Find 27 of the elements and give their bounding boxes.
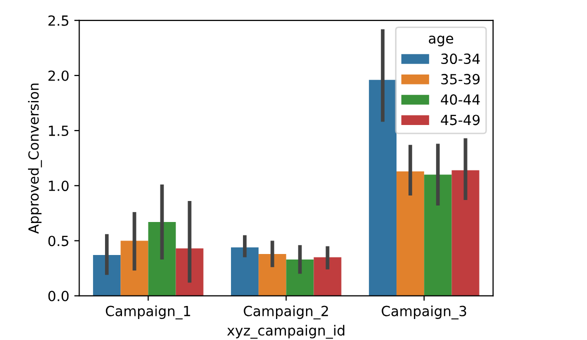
legend-label: 30-34 <box>441 54 480 64</box>
x-tick-label: Campaign_1 <box>106 306 190 320</box>
bar <box>424 174 452 296</box>
legend-label: 45-49 <box>440 114 480 126</box>
bar <box>230 247 259 296</box>
bar <box>120 240 148 296</box>
x-tick-label: Campaign_3 <box>382 306 466 320</box>
y-tick-label: 1.0 <box>48 180 69 192</box>
y-tick-label: 2.0 <box>48 70 69 81</box>
bar <box>368 80 397 296</box>
bar <box>314 257 342 296</box>
x-tick-label: Campaign_2 <box>244 306 328 320</box>
bar <box>286 259 314 296</box>
y-tick-label: 2.5 <box>48 15 68 26</box>
y-tick-label: 0.5 <box>48 236 68 246</box>
bar <box>452 170 480 296</box>
x-axis-title: xyz_campaign_id <box>227 324 344 339</box>
y-axis-title: Approved_Conversion <box>28 84 42 234</box>
bar <box>148 222 176 296</box>
y-tick-label: 0.0 <box>48 290 69 302</box>
legend-label: 35-39 <box>441 74 480 84</box>
bar <box>93 255 121 296</box>
bar <box>396 171 424 296</box>
y-tick-label: 1.5 <box>48 126 68 136</box>
legend-label: 40-44 <box>440 94 480 105</box>
legend-title: age <box>428 36 454 46</box>
bar <box>258 254 286 296</box>
